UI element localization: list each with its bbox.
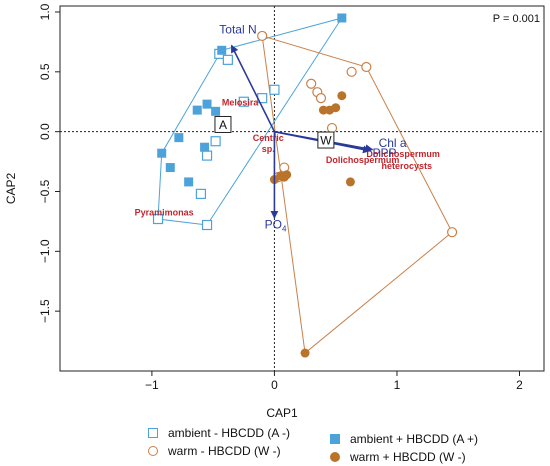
legend-label: warm + HBCDD (W -) — [350, 450, 466, 464]
point-ambient-plus — [174, 133, 184, 143]
point-warm-plus — [279, 172, 289, 182]
legend-item-ambient-plus: ambient + HBCDD (A +) — [330, 432, 478, 446]
hull-ambient — [157, 17, 343, 226]
filled-circle-icon — [330, 452, 340, 462]
point-ambient-minus — [269, 84, 280, 95]
vector-label: Chl a — [379, 136, 407, 150]
point-ambient-plus — [184, 177, 194, 187]
centroid-box — [317, 131, 335, 149]
point-ambient-plus — [217, 45, 227, 55]
point-ambient-minus — [210, 136, 221, 147]
centroid-label: A — [219, 118, 227, 132]
vector-label: PPP — [372, 146, 396, 160]
point-ambient-plus — [200, 142, 210, 152]
centroid-label: W — [320, 134, 332, 148]
species-label: heterocysts — [381, 161, 432, 171]
vector-label: PO4 — [265, 218, 287, 234]
y-tick-label: −0.5 — [38, 179, 52, 203]
point-warm-plus — [300, 348, 310, 358]
legend-item-ambient-minus: ambient - HBCDD (A -) — [148, 426, 290, 440]
centroid-box — [214, 115, 232, 133]
y-tick-label: −1.5 — [38, 299, 52, 323]
species-label: Dolichospermum — [326, 155, 400, 165]
legend-item-warm-plus: warm + HBCDD (W -) — [330, 450, 466, 464]
x-axis-title: CAP1 — [266, 406, 298, 420]
vector-label-base: PO — [265, 218, 282, 232]
x-tick-label: 0 — [271, 378, 278, 392]
species-label: Melosira — [222, 97, 260, 107]
point-ambient-minus — [195, 188, 207, 199]
x-tick-label: 2 — [516, 378, 523, 392]
legend-label: warm - HBCDD (W -) — [168, 444, 281, 458]
species-label: Dolichospermum — [366, 149, 440, 159]
point-warm-plus — [331, 103, 341, 113]
legend-label: ambient + HBCDD (A +) — [350, 432, 479, 446]
hull-warm — [261, 35, 453, 355]
point-ambient-plus — [192, 105, 202, 115]
legend-label: ambient - HBCDD (A -) — [168, 426, 291, 440]
species-label: Centric — [253, 133, 284, 143]
legend-item-warm-minus: warm - HBCDD (W -) — [148, 444, 281, 458]
species-label: sp. — [262, 144, 275, 154]
point-warm-minus — [361, 61, 372, 73]
point-ambient-plus — [337, 13, 347, 23]
point-ambient-plus — [157, 148, 167, 158]
point-ambient-plus — [165, 163, 175, 173]
p-value-label: P = 0.001 — [493, 13, 540, 25]
point-warm-minus — [315, 93, 327, 104]
y-axis-title: CAP2 — [4, 173, 18, 205]
point-warm-plus — [337, 91, 347, 101]
point-ambient-plus — [202, 99, 212, 109]
vector-arrow — [230, 44, 276, 133]
y-tick-label: 0.5 — [38, 63, 52, 80]
species-label: Pyramimonas — [135, 207, 194, 217]
vector-label: Total N — [219, 23, 256, 37]
point-warm-minus — [447, 227, 458, 238]
vector-label-subscript: 4 — [282, 225, 287, 234]
point-ambient-minus — [201, 219, 213, 231]
point-ambient-minus — [222, 54, 233, 65]
y-tick-label: 0.0 — [38, 123, 52, 140]
y-tick-label: −1.0 — [38, 239, 52, 263]
point-warm-minus — [346, 66, 357, 77]
filled-square-icon — [330, 434, 340, 444]
point-warm-minus — [306, 78, 317, 89]
plot-frame — [59, 5, 545, 372]
y-tick-label: 1.0 — [38, 3, 52, 20]
x-tick-label: 1 — [394, 378, 401, 392]
point-ambient-plus — [211, 106, 221, 116]
point-warm-minus — [257, 30, 268, 42]
open-circle-icon — [148, 446, 158, 456]
point-ambient-minus — [201, 150, 213, 161]
open-square-icon — [148, 428, 158, 438]
point-warm-plus — [345, 177, 355, 187]
x-tick-label: −1 — [145, 378, 159, 392]
point-ambient-minus — [152, 213, 164, 225]
point-warm-minus — [326, 122, 338, 134]
point-ambient-minus — [238, 96, 249, 107]
